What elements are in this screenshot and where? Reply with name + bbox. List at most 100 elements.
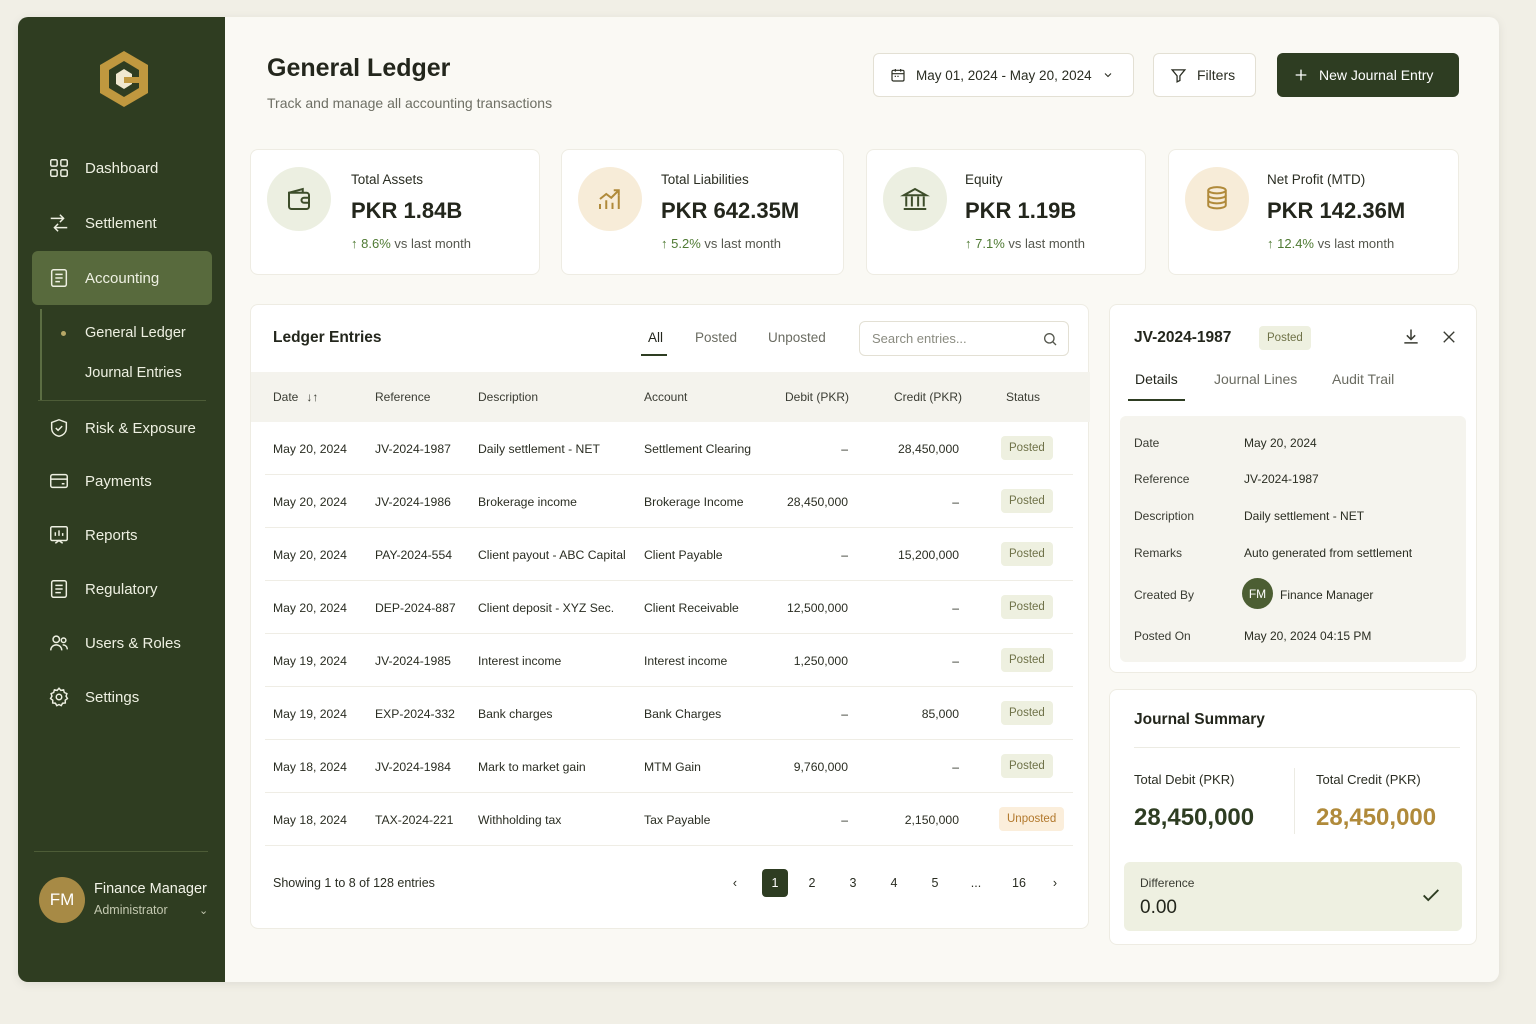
sidebar-item-risk-exposure[interactable]: Risk & Exposure [32,405,212,451]
table-row[interactable]: May 20, 2024 PAY-2024-554 Client payout - … [265,528,1073,581]
table-row[interactable]: May 18, 2024 JV-2024-1984 Mark to market g… [265,740,1073,793]
avatar[interactable]: FM [39,877,85,923]
cell-date: May 20, 2024 [273,495,347,509]
prev-page-icon[interactable]: ‹ [732,876,738,890]
download-icon[interactable] [1401,327,1421,347]
sidebar-item-regulatory[interactable]: Regulatory [32,566,212,612]
status-badge: Posted [1001,595,1053,619]
cell-date: May 19, 2024 [273,707,347,721]
tab-audit-trail[interactable]: Audit Trail [1332,371,1395,387]
cell-account: Client Receivable [644,601,739,615]
table-row[interactable]: May 20, 2024 JV-2024-1987 Daily settlement… [265,422,1073,475]
new-journal-entry-button[interactable]: New Journal Entry [1277,53,1459,97]
cell-description: Withholding tax [478,813,562,827]
sidebar-item-reports[interactable]: Reports [32,512,212,558]
sidebar-item-label: Accounting [85,269,160,287]
journal-detail-panel: JV-2024-1987 Posted Details Journal Line… [1109,304,1477,673]
filters-button[interactable]: Filters [1153,53,1256,97]
table-row[interactable]: May 19, 2024 EXP-2024-332 Bank charges Bank… [265,687,1073,740]
search-icon[interactable] [1042,331,1058,347]
status-badge: Posted [1259,326,1311,350]
sort-icon[interactable]: ↓↑ [306,390,319,404]
cell-debit: – [841,548,848,562]
table-row[interactable]: May 18, 2024 TAX-2024-221 Withholding tax T… [265,793,1073,846]
page-button-1[interactable]: 1 [762,869,788,897]
tab-all[interactable]: All [648,330,664,345]
search-input[interactable] [860,322,1030,355]
next-page-icon[interactable]: › [1052,876,1058,890]
journal-id: JV-2024-1987 [1134,329,1232,346]
detail-reference: JV-2024-1987 [1244,472,1319,486]
detail-label: Reference [1134,472,1190,486]
page-ellipsis: ... [970,876,982,890]
table-row[interactable]: May 20, 2024 DEP-2024-887 Client deposit -… [265,581,1073,634]
sidebar-item-label: Users & Roles [85,634,181,652]
cell-credit: – [952,760,959,774]
close-icon[interactable] [1440,328,1458,346]
column-header-date[interactable]: Date ↓↑ [273,390,319,404]
trend-suffix: vs last month [394,236,471,251]
sidebar-subitem-general-ledger[interactable]: General Ledger [85,325,186,341]
trend-up-icon: ↑ [661,236,672,251]
table-row[interactable]: May 20, 2024 JV-2024-1986 Brokerage income… [265,475,1073,528]
cell-reference: DEP-2024-887 [375,601,456,615]
stat-trend: ↑ 7.1% vs last month [965,236,1085,251]
trend-suffix: vs last month [1317,236,1395,251]
sidebar-item-label: Payments [85,472,152,490]
status-badge: Posted [1001,701,1053,725]
stat-label: Net Profit (MTD) [1267,172,1366,187]
cell-debit: – [841,442,848,456]
cell-account: Client Payable [644,548,723,562]
cell-reference: TAX-2024-221 [375,813,454,827]
tab-posted[interactable]: Posted [695,330,738,345]
dashboard-icon [50,159,68,177]
divider [38,400,206,401]
page-button-5[interactable]: 5 [931,876,939,890]
cell-date: May 20, 2024 [273,601,347,615]
sidebar-item-users-roles[interactable]: Users & Roles [32,620,212,666]
pagination-summary: Showing 1 to 8 of 128 entries [273,876,435,890]
column-header-description: Description [478,390,539,404]
sidebar-item-accounting[interactable]: Accounting [32,251,212,305]
divider [34,851,208,852]
trend-up-icon: ↑ [965,236,976,251]
sidebar-item-label: Settlement [85,214,157,232]
total-credit-value: 28,450,000 [1316,804,1437,831]
table-row[interactable]: May 19, 2024 JV-2024-1985 Interest income I… [265,634,1073,687]
page-button-16[interactable]: 16 [1012,876,1026,890]
coins-icon [1185,167,1249,231]
check-icon [1423,889,1439,902]
stat-value: PKR 642.35M [661,198,800,223]
cell-account: Bank Charges [644,707,722,721]
app-window: Dashboard Settlement Accounting General … [18,17,1499,982]
page-button-2[interactable]: 2 [808,876,816,890]
status-badge: Posted [1001,489,1053,513]
filter-icon [1170,68,1187,83]
sidebar-item-settlement[interactable]: Settlement [32,200,212,246]
detail-label: Remarks [1134,546,1183,560]
submenu-rail [40,309,42,401]
detail-label: Posted On [1134,629,1191,643]
cell-debit: 12,500,000 [787,601,848,615]
cell-description: Brokerage income [478,495,577,509]
cell-date: May 18, 2024 [273,813,347,827]
status-badge: Posted [1001,648,1053,672]
date-range-label: May 01, 2024 - May 20, 2024 [916,67,1092,83]
tab-journal-lines[interactable]: Journal Lines [1214,371,1298,387]
trend-suffix: vs last month [1008,236,1085,251]
page-button-4[interactable]: 4 [890,876,898,890]
sidebar-item-settings[interactable]: Settings [32,674,212,720]
page-button-3[interactable]: 3 [849,876,857,890]
user-role: Administrator [94,903,168,917]
tab-unposted[interactable]: Unposted [768,330,826,345]
tab-details[interactable]: Details [1135,371,1178,387]
cell-debit: 9,760,000 [793,760,848,774]
sidebar: Dashboard Settlement Accounting General … [18,17,225,982]
stat-label: Equity [965,172,1003,187]
chevron-down-icon[interactable]: ⌄ [199,905,209,917]
sidebar-item-dashboard[interactable]: Dashboard [32,145,212,191]
date-range-picker[interactable]: May 01, 2024 - May 20, 2024 [873,53,1134,97]
sidebar-subitem-journal-entries[interactable]: Journal Entries [85,365,182,381]
column-header-account: Account [644,390,688,404]
sidebar-item-payments[interactable]: Payments [32,458,212,504]
